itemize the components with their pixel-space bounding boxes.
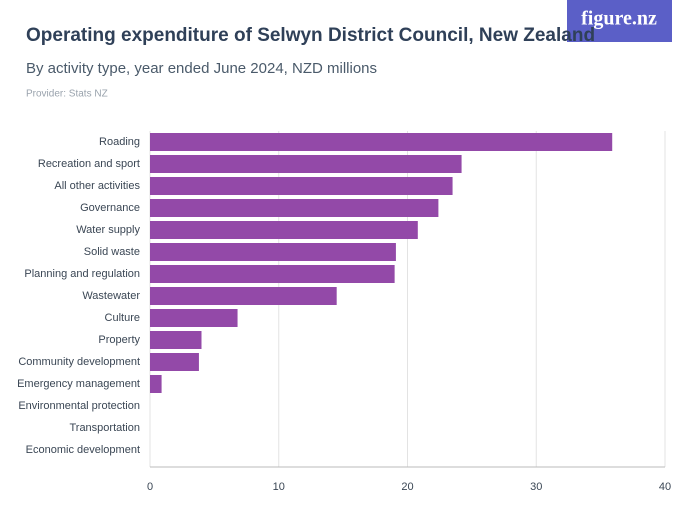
x-tick-label: 20 (401, 481, 413, 493)
provider: Provider: Stats NZ (26, 89, 108, 100)
y-tick-label: Water supply (76, 224, 140, 236)
bar (150, 309, 238, 327)
y-tick-label: Roading (99, 136, 140, 148)
bar (150, 133, 613, 151)
bar (150, 221, 418, 239)
bar (150, 287, 337, 305)
bar (150, 177, 453, 195)
bar (150, 199, 439, 217)
bar (150, 243, 396, 261)
logo: figure.nz (581, 8, 657, 30)
bar (150, 375, 162, 393)
y-tick-label: Environmental protection (18, 400, 140, 412)
x-tick-label: 30 (530, 481, 542, 493)
bar (150, 155, 462, 173)
y-tick-label: Wastewater (82, 290, 140, 302)
y-tick-label: All other activities (54, 180, 140, 192)
x-tick-label: 0 (147, 481, 153, 493)
x-tick-label: 40 (659, 481, 671, 493)
y-tick-label: Community development (18, 356, 140, 368)
bar (150, 353, 199, 371)
y-tick-label: Emergency management (17, 378, 140, 390)
y-tick-label: Transportation (69, 422, 140, 434)
chart-subtitle: By activity type, year ended June 2024, … (26, 60, 377, 77)
bar (150, 265, 395, 283)
x-tick-label: 10 (273, 481, 285, 493)
y-tick-label: Solid waste (84, 246, 140, 258)
y-tick-label: Recreation and sport (38, 158, 140, 170)
logo-box (567, 0, 672, 42)
y-tick-label: Culture (105, 312, 140, 324)
bar (150, 331, 202, 349)
y-tick-label: Planning and regulation (24, 268, 140, 280)
chart-title: Operating expenditure of Selwyn District… (26, 25, 595, 46)
y-tick-label: Economic development (26, 444, 140, 456)
y-tick-label: Governance (80, 202, 140, 214)
y-tick-label: Property (98, 334, 140, 346)
